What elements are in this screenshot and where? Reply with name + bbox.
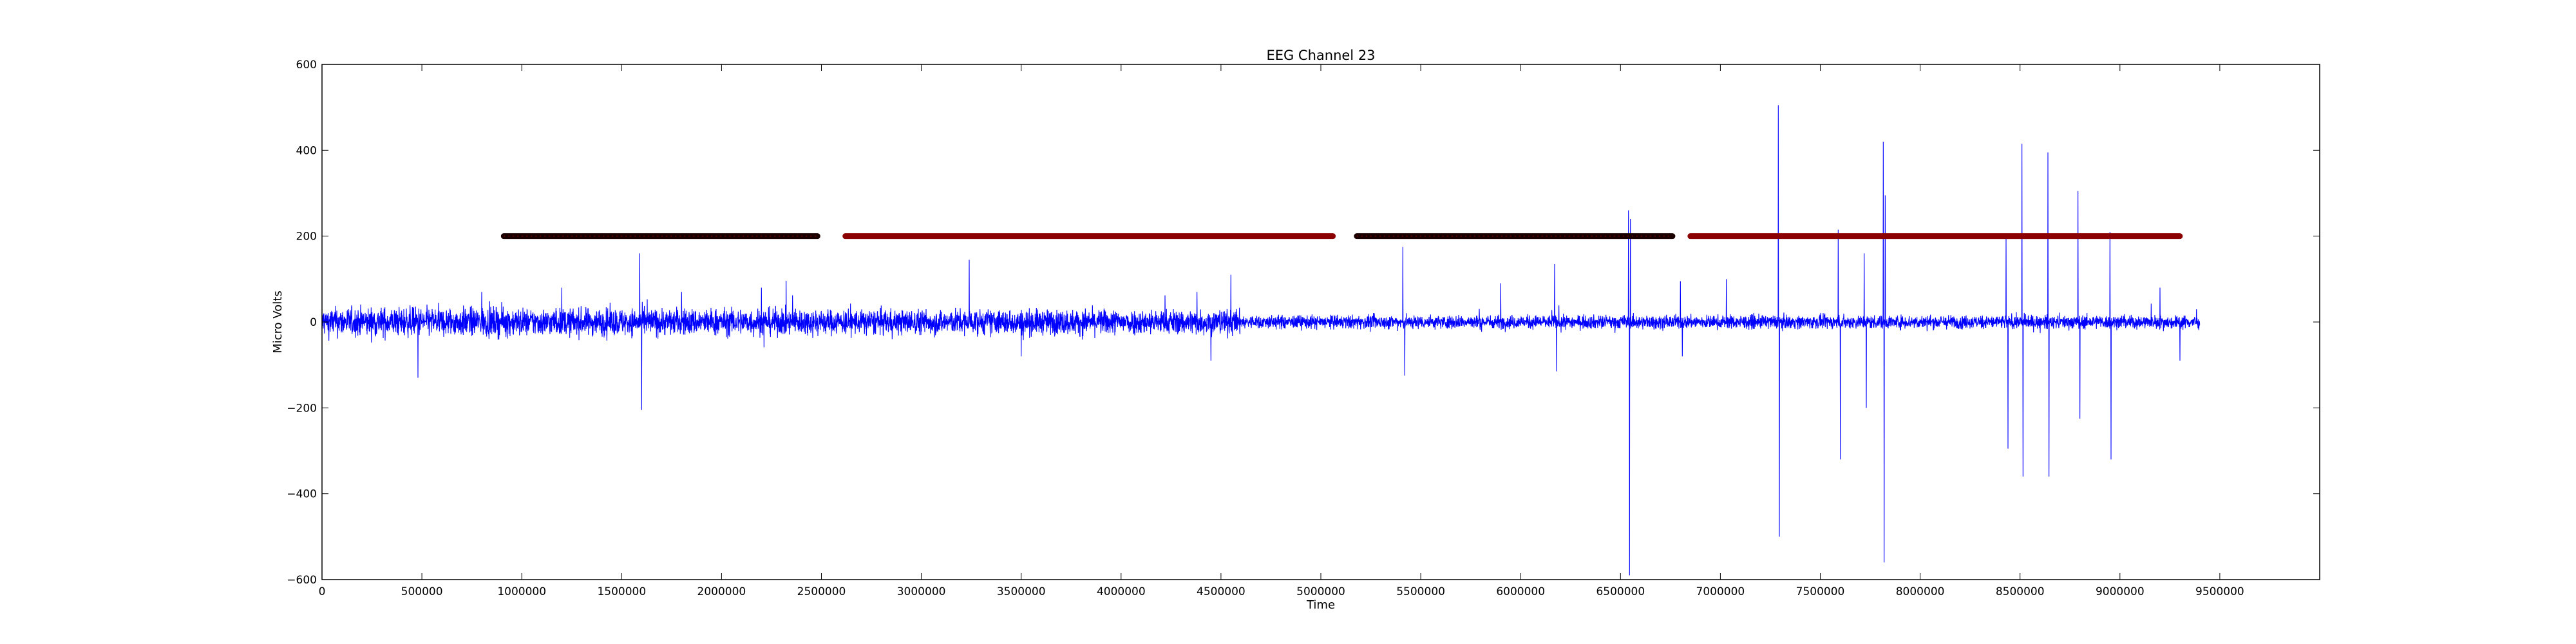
x-tick-label: 2000000 [697,585,746,598]
x-tick-label: 4000000 [1097,585,1146,598]
axes-layer: 0 500000 1000000 1500000 2000000 2500000 30000… [287,59,2320,598]
y-tick-label: −200 [287,402,317,415]
signal-layer [321,105,2201,576]
y-axis-label: Micro Volts [271,290,285,354]
x-tick-label: 3500000 [997,585,1046,598]
x-tick-label: 1500000 [597,585,646,598]
y-tick-label: 400 [296,144,317,157]
x-tick-label: 8500000 [1996,585,2045,598]
x-tick-label: 3000000 [897,585,946,598]
x-tick-label: 500000 [401,585,443,598]
x-tick-label: 7000000 [1696,585,1745,598]
y-tick-label: −400 [287,488,317,501]
x-tick-label: 9000000 [2096,585,2145,598]
x-tick-label: 7500000 [1796,585,1845,598]
x-tick-label: 5000000 [1296,585,1345,598]
x-tick-label: 1000000 [497,585,546,598]
y-tick-label: −600 [287,574,317,587]
eeg-signal-line [321,105,2201,576]
x-tick-label: 6000000 [1496,585,1545,598]
y-tick-label: 0 [310,316,317,329]
y-tick-label: 600 [296,59,317,71]
x-tick-label: 0 [319,585,326,598]
x-tick-label: 6500000 [1596,585,1645,598]
x-tick-label: 4500000 [1197,585,1245,598]
y-tick-label: 200 [296,231,317,243]
x-tick-label: 9500000 [2195,585,2244,598]
x-tick-label: 8000000 [1896,585,1945,598]
x-tick-label: 2500000 [797,585,846,598]
chart-title: EEG Channel 23 [1266,48,1375,63]
x-axis-label: Time [1306,598,1335,612]
x-tick-label: 5500000 [1396,585,1445,598]
